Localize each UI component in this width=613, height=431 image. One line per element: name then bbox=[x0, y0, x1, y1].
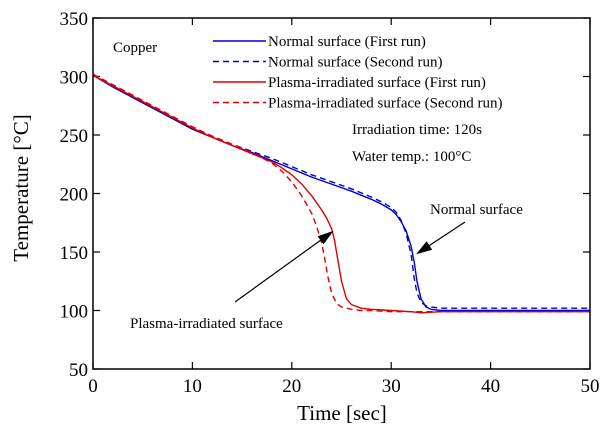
y-tick-label: 100 bbox=[60, 302, 89, 323]
annotation-label-plasma-irradiated-surface: Plasma-irradiated surface bbox=[130, 316, 283, 332]
x-tick-label: 30 bbox=[382, 376, 401, 397]
y-tick-label: 200 bbox=[60, 185, 89, 206]
annotation-arrow-line bbox=[234, 239, 321, 303]
annotation-arrow-line bbox=[429, 221, 466, 247]
x-tick-label: 50 bbox=[581, 376, 600, 397]
x-axis-title: Time [sec] bbox=[297, 401, 387, 425]
y-axis-title: Temperature [°C] bbox=[9, 114, 33, 261]
plot-frame bbox=[92, 17, 591, 370]
x-tick-label: 20 bbox=[282, 376, 301, 397]
condition-irradiation-time: Irradiation time: 120s bbox=[352, 122, 482, 138]
y-tick-label: 50 bbox=[69, 360, 88, 381]
series-layer bbox=[92, 73, 590, 314]
x-tick-label: 10 bbox=[183, 376, 202, 397]
legend: Normal surface (First run) Normal surface… bbox=[213, 34, 503, 112]
annotations: Normal surface Plasma-irradiated surface bbox=[130, 202, 523, 332]
x-tick-label: 0 bbox=[88, 376, 98, 397]
y-tick-label: 350 bbox=[60, 9, 89, 30]
legend-label-4: Plasma-irradiated surface (Second run) bbox=[268, 96, 503, 112]
series-line-1 bbox=[92, 74, 590, 312]
annotation-arrowhead bbox=[317, 230, 334, 245]
annotation-arrowhead bbox=[416, 241, 433, 255]
y-tick-label: 300 bbox=[60, 68, 89, 89]
y-tick-label: 250 bbox=[60, 126, 89, 147]
condition-water-temp: Water temp.: 100°C bbox=[352, 149, 471, 165]
annotation-label-normal-surface: Normal surface bbox=[430, 202, 523, 218]
legend-label-1: Normal surface (First run) bbox=[268, 34, 426, 50]
ticks-layer: 0 10 20 30 40 50 50 100 150 200 250 300 350 bbox=[60, 9, 600, 397]
legend-label-3: Plasma-irradiated surface (First run) bbox=[268, 75, 486, 91]
legend-label-2: Normal surface (Second run) bbox=[268, 55, 443, 71]
x-tick-label: 40 bbox=[481, 376, 500, 397]
y-tick-label: 150 bbox=[60, 243, 89, 264]
material-label: Copper bbox=[113, 40, 157, 56]
